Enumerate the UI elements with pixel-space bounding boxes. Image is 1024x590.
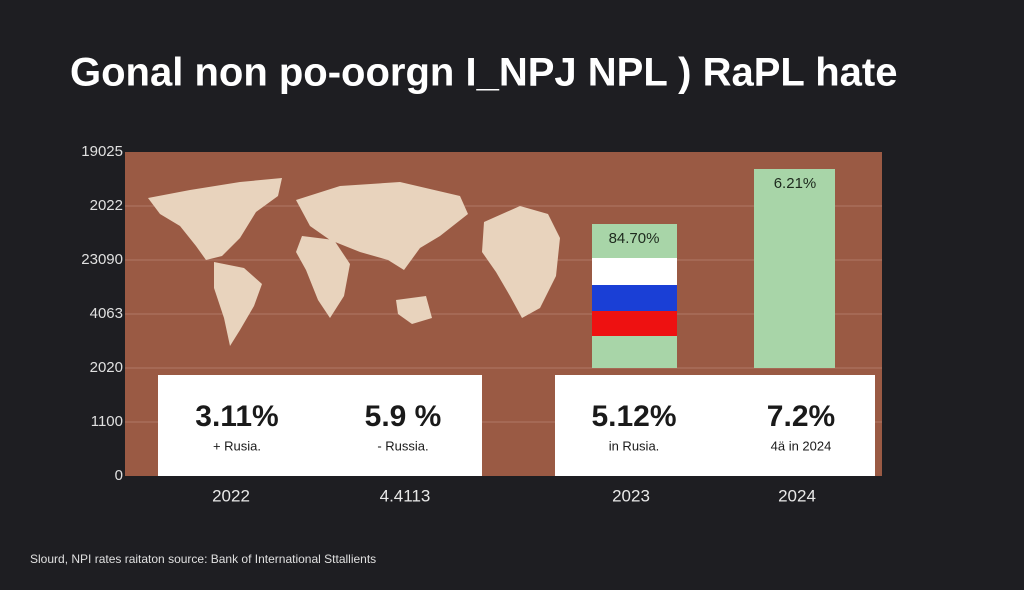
x-label: 2024 [778,486,816,505]
australia [396,296,432,324]
flag-red [592,311,677,336]
x-axis: 2022 4.4113 2023 2024 [212,486,816,505]
y-label: 1100 [91,413,123,430]
x-label: 4.4113 [380,486,431,505]
flag-white [592,258,677,285]
eurasia [296,182,468,270]
title: Gonal non po-oorgn I_NPJ NPL ) RaPL hate [70,51,897,95]
south-america [214,262,262,346]
footer: Slourd, NPI rates raitaton source: Bank … [30,552,376,566]
y-label: 0 [115,467,123,484]
y-label: 4063 [90,305,123,322]
y-axis: 19025 2022 23090 4063 2020 1100 0 [81,143,123,484]
y-label: 23090 [81,251,123,268]
card-caption: in Rusia. [609,438,660,453]
card-value: 5.12% [591,400,676,433]
y-label: 2022 [90,197,123,214]
africa [296,236,350,318]
card-texts: 3.11% + Rusia. 5.9 % - Russia. 5.12% in … [195,400,835,454]
x-label: 2023 [612,486,650,505]
card-caption: - Russia. [377,438,428,453]
card [555,375,875,476]
world-map [148,178,560,346]
bar-2023: 84.70% [592,224,677,368]
bar-2024: 6.21% [754,169,835,368]
card-value: 3.11% [195,400,278,433]
bar [754,169,835,368]
bar-label: 84.70% [609,230,660,247]
flag-blue [592,285,677,311]
card [158,375,482,476]
y-label: 19025 [81,143,123,160]
card-value: 5.9 % [365,400,442,433]
card-caption: 4ä in 2024 [771,438,832,453]
x-label: 2022 [212,486,250,505]
north-america [148,178,282,260]
bar-label: 6.21% [774,175,817,192]
y-label: 2020 [90,359,123,376]
card-caption: + Rusia. [213,438,261,453]
card-value: 7.2% [767,400,835,433]
africa-right [482,206,560,318]
